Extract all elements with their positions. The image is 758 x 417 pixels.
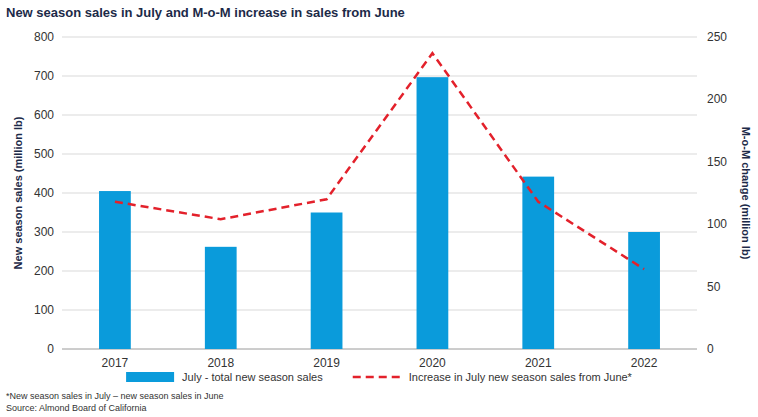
legend-item: July - total new season sales bbox=[126, 371, 323, 383]
y2-axis-label: M-o-M change (million lb) bbox=[740, 127, 752, 260]
legend-label: July - total new season sales bbox=[182, 371, 323, 383]
y-tick-label: 800 bbox=[34, 30, 54, 44]
legend: July - total new season sales Increase in… bbox=[126, 371, 633, 383]
grid-line bbox=[62, 271, 697, 272]
grid bbox=[62, 37, 697, 349]
data bbox=[99, 53, 660, 349]
y-tick-label: 200 bbox=[34, 264, 54, 278]
x-tick-label: 2019 bbox=[313, 356, 340, 370]
grid-line bbox=[62, 76, 697, 77]
x-tick-label: 2022 bbox=[631, 356, 658, 370]
y2-tick-label: 150 bbox=[707, 155, 727, 169]
y2-tick-label: 100 bbox=[707, 217, 727, 231]
y2-tick bbox=[697, 37, 701, 38]
footnote: *New season sales in July – new season s… bbox=[6, 391, 224, 401]
y2-tick-label: 50 bbox=[707, 280, 721, 294]
bar bbox=[311, 213, 343, 350]
y-tick-label: 700 bbox=[34, 69, 54, 83]
y-tick-label: 600 bbox=[34, 108, 54, 122]
x-tick-label: 2020 bbox=[419, 356, 446, 370]
y-tick-label: 0 bbox=[47, 342, 54, 356]
y2-tick bbox=[697, 224, 701, 225]
line bbox=[115, 53, 644, 269]
y-tick-label: 300 bbox=[34, 225, 54, 239]
y2-tick bbox=[697, 161, 701, 162]
x-tick-label: 2021 bbox=[525, 356, 552, 370]
y2-tick-label: 0 bbox=[707, 342, 714, 356]
chart: New season sales in July and M-o-M incre… bbox=[0, 0, 758, 417]
grid-line bbox=[62, 349, 697, 350]
y2-tick bbox=[697, 286, 701, 287]
grid-line bbox=[62, 193, 697, 194]
grid-line bbox=[62, 310, 697, 311]
title: New season sales in July and M-o-M incre… bbox=[6, 5, 405, 20]
y-tick-label: 500 bbox=[34, 147, 54, 161]
y2-tick-label: 250 bbox=[707, 30, 727, 44]
grid-line bbox=[62, 154, 697, 155]
bar bbox=[628, 232, 660, 349]
y-tick-label: 400 bbox=[34, 186, 54, 200]
source: Source: Almond Board of California bbox=[6, 403, 147, 413]
y-tick-label: 100 bbox=[34, 303, 54, 317]
bar bbox=[99, 191, 131, 349]
grid-line bbox=[62, 232, 697, 233]
legend-item: Increase in July new season sales from J… bbox=[353, 371, 633, 383]
x-tick-label: 2017 bbox=[102, 356, 129, 370]
grid-line bbox=[62, 37, 697, 38]
grid-line bbox=[62, 115, 697, 116]
legend-swatch bbox=[353, 376, 401, 379]
legend-swatch bbox=[126, 372, 174, 382]
x-tick-label: 2018 bbox=[207, 356, 234, 370]
bar bbox=[205, 247, 237, 349]
y-axis-label: New season sales (million lb) bbox=[12, 116, 24, 269]
y2-tick-label: 200 bbox=[707, 92, 727, 106]
legend-label: Increase in July new season sales from J… bbox=[409, 371, 633, 383]
y2-tick bbox=[697, 349, 701, 350]
bar bbox=[417, 77, 449, 349]
y2-tick bbox=[697, 99, 701, 100]
